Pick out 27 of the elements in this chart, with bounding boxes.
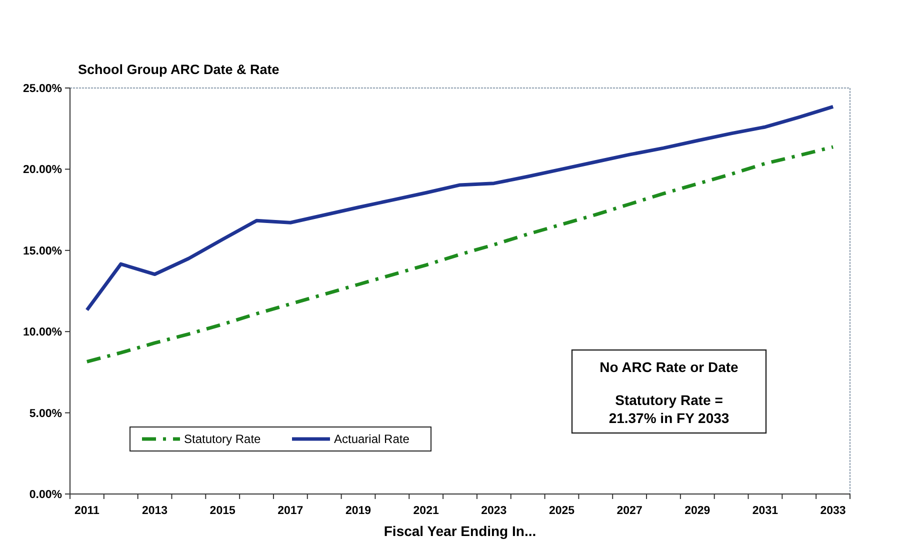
x-tick-label: 2027 xyxy=(616,505,642,517)
x-tick-label: 2013 xyxy=(142,505,168,517)
x-tick-label: 2033 xyxy=(820,505,846,517)
x-tick-label: 2029 xyxy=(684,505,710,517)
x-tick-label: 2023 xyxy=(481,505,507,517)
y-tick-label: 25.00% xyxy=(22,83,62,96)
chart-title: School Group ARC Date & Rate xyxy=(78,62,280,77)
x-axis-title: Fiscal Year Ending In... xyxy=(384,523,536,539)
y-tick-label: 0.00% xyxy=(29,489,62,502)
x-tick-label: 2017 xyxy=(278,505,304,517)
x-tick-label: 2021 xyxy=(413,505,440,517)
note-box: No ARC Rate or Date Statutory Rate = 21.37% in FY 2033 xyxy=(571,349,767,434)
line-series xyxy=(85,145,835,364)
y-tick-label: 15.00% xyxy=(22,245,62,258)
line-series xyxy=(85,104,835,312)
annotation: Statutory Rate = 21.37% in FY 2033 xyxy=(608,392,730,426)
y-tick-label: 20.00% xyxy=(22,164,62,176)
y-tick-label: 10.00% xyxy=(22,326,62,339)
annotation: No ARC Rate or Date xyxy=(600,359,739,375)
x-tick-label: 2025 xyxy=(548,505,576,517)
x-tick-label: 2019 xyxy=(345,505,372,517)
legend-label: Actuarial Rate xyxy=(334,432,410,446)
x-tick-label: 2011 xyxy=(74,505,100,517)
y-tick-label: 5.00% xyxy=(29,408,62,420)
x-tick-label: 2015 xyxy=(210,505,236,517)
legend-label: Statutory Rate xyxy=(184,432,262,446)
x-tick-label: 2031 xyxy=(752,505,779,517)
